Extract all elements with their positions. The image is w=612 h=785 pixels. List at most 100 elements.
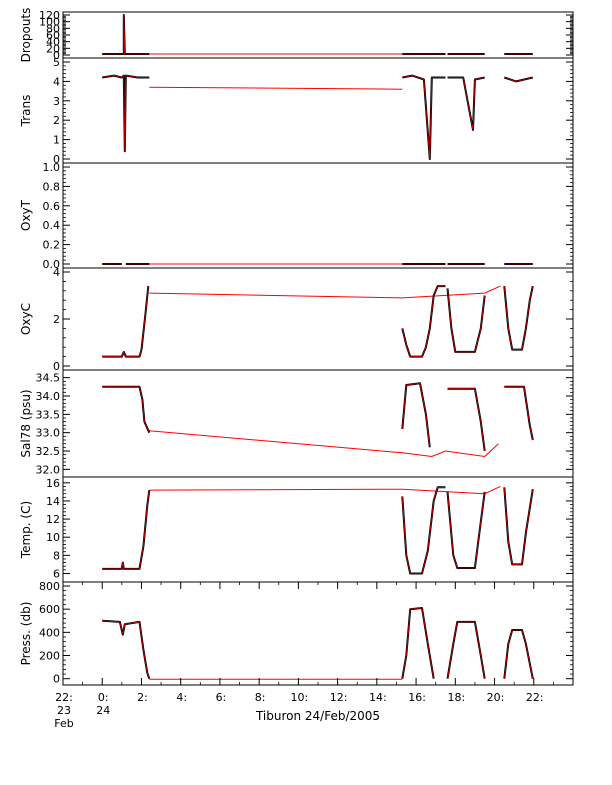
y-tick-label: 3 — [53, 95, 60, 108]
y-tick-label: 1 — [53, 134, 60, 147]
y-tick-label: 32.5 — [36, 445, 61, 458]
y-axis-label: OxyC — [19, 303, 33, 335]
panel-4: 0 2 4 OxyC — [19, 266, 574, 373]
y-tick-label: 5 — [53, 56, 60, 69]
y-tick-label: 0 — [53, 673, 60, 686]
y-tick-label: 16 — [46, 477, 60, 490]
y-tick-label: 2 — [53, 114, 60, 127]
connector-line — [149, 430, 499, 458]
data-trace-overlay — [504, 487, 534, 565]
x-tick-label: 24 — [96, 704, 110, 717]
data-trace-overlay — [504, 77, 533, 82]
panel-6: 6 8 10 12 14 16 Temp. (C) — [19, 476, 574, 583]
data-trace — [102, 285, 150, 358]
data-trace-overlay — [102, 490, 150, 570]
data-trace-overlay — [447, 388, 485, 452]
y-tick-label: 0.6 — [43, 200, 61, 213]
data-trace-overlay — [102, 74, 150, 152]
panel-3: 0.0 0.2 0.4 0.6 0.8 1.0 OxyT — [19, 161, 574, 271]
x-tick-label: 14: — [369, 691, 387, 704]
connector-line — [149, 285, 501, 299]
y-tick-label: 6 — [53, 567, 60, 580]
y-tick-label: 0.4 — [43, 219, 61, 232]
data-trace-overlay — [504, 629, 534, 679]
y-tick-label: 100 — [39, 16, 60, 29]
y-axis-label: Sal78 (psu) — [19, 389, 33, 457]
x-tick-label: 22: — [55, 691, 73, 704]
panel-frame — [62, 162, 574, 269]
y-axis-label: Press. (db) — [19, 602, 33, 666]
panel-frame — [62, 11, 574, 59]
y-tick-label: 0 — [53, 360, 60, 373]
data-trace-overlay — [102, 620, 150, 679]
data-trace — [401, 486, 446, 575]
data-trace — [102, 385, 151, 434]
data-trace-overlay — [102, 386, 150, 433]
data-trace-overlay — [447, 288, 485, 353]
y-tick-label: 80 — [46, 22, 60, 35]
data-trace — [102, 14, 150, 55]
x-tick-label: 16: — [408, 691, 426, 704]
y-tick-label: 33.5 — [36, 408, 61, 421]
x-tick-label: 8: — [255, 691, 266, 704]
data-trace — [503, 285, 534, 351]
y-tick-label: 0 — [53, 153, 60, 166]
data-trace — [446, 288, 486, 353]
chart-panels: 020406080100120Dropouts012345Trans0.00.2… — [19, 8, 574, 686]
data-trace — [446, 620, 486, 679]
x-tick-label: Feb — [54, 717, 73, 730]
x-tick-label: 4: — [176, 691, 187, 704]
chart-title: Tiburon 24/Feb/2005 — [255, 709, 380, 723]
data-trace — [401, 607, 435, 679]
data-trace-overlay — [402, 607, 434, 679]
y-tick-label: 34.0 — [36, 390, 61, 403]
x-tick-label: 20: — [487, 691, 505, 704]
data-trace-overlay — [402, 285, 446, 357]
y-axis-label: OxyT — [19, 199, 33, 231]
y-tick-label: 800 — [39, 580, 60, 593]
y-tick-label: 34.5 — [36, 372, 61, 385]
data-trace — [102, 619, 151, 680]
y-tick-label: 600 — [39, 603, 60, 616]
y-axis-label: Trans — [19, 95, 33, 128]
x-tick-label: 2: — [137, 691, 148, 704]
data-trace — [447, 387, 486, 452]
y-tick-label: 32.0 — [36, 463, 61, 476]
data-trace-overlay — [102, 286, 149, 357]
y-tick-label: 2 — [53, 313, 60, 326]
y-tick-label: 4 — [53, 266, 60, 279]
data-trace-overlay — [504, 286, 534, 350]
data-trace — [401, 382, 431, 448]
y-axis-label: Dropouts — [19, 8, 33, 63]
x-tick-label: 22: — [526, 691, 544, 704]
x-tick-label: 23 — [57, 704, 71, 717]
connector-line — [149, 86, 403, 90]
panel-2: 0 1 2 3 4 5 Trans — [19, 56, 574, 166]
y-tick-label: 120 — [39, 9, 60, 22]
y-tick-label: 60 — [46, 29, 60, 42]
data-trace-overlay — [504, 386, 534, 441]
y-tick-label: 10 — [46, 531, 60, 544]
y-tick-label: 20 — [46, 42, 60, 55]
data-trace-overlay — [102, 14, 150, 55]
data-trace — [402, 74, 446, 160]
data-trace — [503, 629, 534, 679]
data-trace-overlay — [402, 382, 431, 448]
data-trace — [446, 491, 486, 569]
data-trace-overlay — [447, 491, 485, 569]
panel-frame — [62, 57, 574, 164]
data-trace-overlay — [447, 621, 485, 679]
y-tick-label: 12 — [46, 513, 60, 526]
data-trace — [447, 76, 485, 131]
data-trace-overlay — [447, 77, 485, 130]
y-tick-label: 200 — [39, 650, 60, 663]
data-trace-overlay — [402, 75, 446, 160]
panel-frame — [62, 581, 574, 686]
data-trace — [102, 489, 151, 570]
panel-7: 0 200 400 600 800 Press. (db) — [19, 580, 574, 686]
y-axis-label: Temp. (C) — [19, 501, 33, 559]
